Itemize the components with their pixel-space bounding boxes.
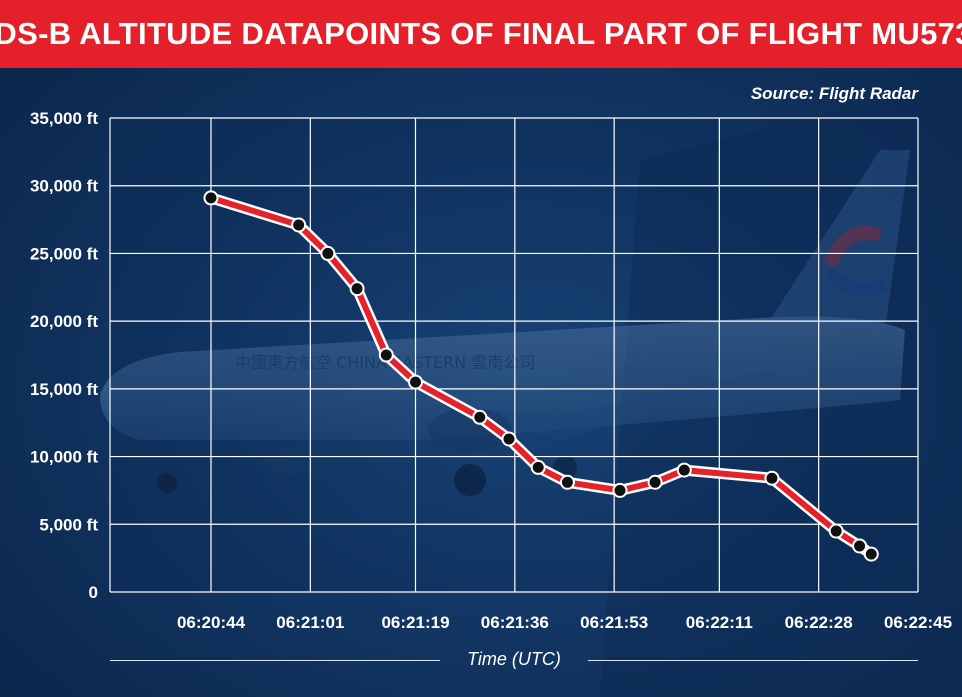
- x-axis-label-wrap: Time (UTC): [110, 645, 918, 675]
- x-axis-rule-right: [588, 660, 918, 661]
- data-point: [291, 217, 307, 233]
- data-point: [320, 245, 336, 261]
- x-axis-title: Time (UTC): [467, 649, 561, 669]
- data-point: [764, 470, 780, 486]
- data-point: [378, 347, 394, 363]
- source-note: Source: Flight Radar: [750, 84, 918, 103]
- y-tick-label: 30,000 ft: [30, 177, 98, 196]
- chart-title: ADS-B ALTITUDE DATAPOINTS OF FINAL PART …: [0, 16, 962, 51]
- data-point: [408, 374, 424, 390]
- title-bar: ADS-B ALTITUDE DATAPOINTS OF FINAL PART …: [0, 0, 962, 68]
- x-tick-label: 06:21:53: [580, 613, 648, 632]
- y-tick-label: 25,000 ft: [30, 244, 98, 263]
- data-point: [676, 462, 692, 478]
- x-tick-label: 06:21:01: [276, 613, 344, 632]
- data-point: [349, 281, 365, 297]
- data-point: [863, 546, 879, 562]
- data-point: [647, 474, 663, 490]
- x-tick-label: 06:22:28: [785, 613, 853, 632]
- series-points: [203, 190, 879, 562]
- data-point: [559, 474, 575, 490]
- x-tick-label: 06:20:44: [177, 613, 246, 632]
- x-tick-label: 06:21:19: [381, 613, 449, 632]
- data-point: [828, 523, 844, 539]
- y-axis: 0 5,000 ft 10,000 ft 15,000 ft 20,000 ft 25,0…: [30, 109, 98, 602]
- y-tick-label: 35,000 ft: [30, 109, 98, 128]
- y-tick-label: 15,000 ft: [30, 380, 98, 399]
- y-tick-label: 0: [89, 583, 98, 602]
- data-point: [203, 190, 219, 206]
- plot-area: [110, 118, 918, 592]
- data-point: [501, 431, 517, 447]
- data-point: [852, 538, 868, 554]
- x-tick-label: 06:21:36: [481, 613, 549, 632]
- y-tick-label: 10,000 ft: [30, 448, 98, 467]
- y-tick-label: 20,000 ft: [30, 312, 98, 331]
- x-axis: 06:20:44 06:21:01 06:21:19 06:21:36 06:21:53…: [177, 613, 952, 632]
- y-tick-label: 5,000 ft: [39, 515, 98, 534]
- data-point: [530, 459, 546, 475]
- x-axis-rule-left: [110, 660, 440, 661]
- x-tick-label: 06:22:45: [884, 613, 952, 632]
- data-point: [472, 409, 488, 425]
- x-tick-label: 06:22:11: [686, 613, 753, 632]
- data-point: [612, 482, 628, 498]
